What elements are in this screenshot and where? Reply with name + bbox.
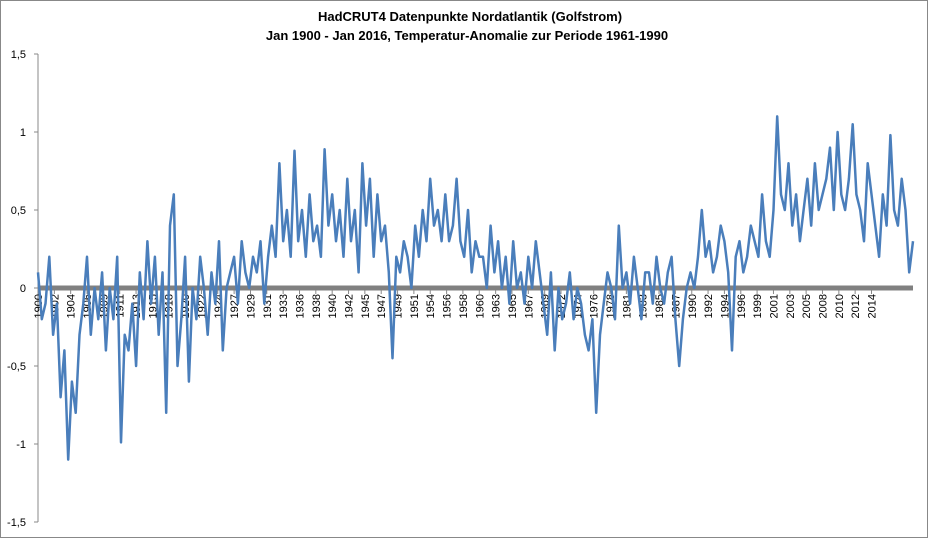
x-tick-label: 1987 bbox=[670, 294, 682, 318]
chart-subtitle: Jan 1900 - Jan 2016, Temperatur-Anomalie… bbox=[266, 28, 668, 43]
x-tick-label: 2001 bbox=[768, 294, 780, 318]
y-tick-label: 0 bbox=[20, 283, 26, 295]
x-tick-label: 1947 bbox=[376, 294, 388, 318]
y-tick-label: 1 bbox=[20, 127, 26, 139]
x-tick-label: 1938 bbox=[311, 294, 323, 318]
y-tick-label: -1,5 bbox=[7, 517, 26, 529]
x-tick-label: 1933 bbox=[278, 294, 290, 318]
x-tick-label: 2014 bbox=[867, 294, 879, 318]
x-tick-label: 1976 bbox=[589, 294, 601, 318]
x-tick-label: 1911 bbox=[115, 294, 127, 318]
y-tick-label: -1 bbox=[16, 439, 26, 451]
x-tick-label: 1906 bbox=[82, 294, 94, 318]
x-tick-label: 1956 bbox=[442, 294, 454, 318]
x-tick-label: 2012 bbox=[850, 294, 862, 318]
y-tick-label: -0,5 bbox=[7, 361, 26, 373]
x-tick-label: 2008 bbox=[817, 294, 829, 318]
x-tick-label: 2005 bbox=[801, 294, 813, 318]
x-tick-label: 1992 bbox=[703, 294, 715, 318]
x-tick-label: 1960 bbox=[474, 294, 486, 318]
x-tick-label: 1945 bbox=[360, 294, 372, 318]
data-line bbox=[36, 115, 915, 461]
x-tick-label: 1904 bbox=[66, 294, 78, 318]
x-tick-label: 1942 bbox=[344, 294, 356, 318]
x-tick-label: 1940 bbox=[327, 294, 339, 318]
chart-title: HadCRUT4 Datenpunkte Nordatlantik (Golfs… bbox=[318, 9, 622, 24]
y-tick-label: 0,5 bbox=[11, 205, 26, 217]
x-tick-label: 1967 bbox=[523, 294, 535, 318]
x-tick-label: 1954 bbox=[425, 294, 437, 318]
x-tick-label: 2003 bbox=[785, 294, 797, 318]
x-tick-label: 1963 bbox=[491, 294, 503, 318]
x-tick-label: 2010 bbox=[834, 294, 846, 318]
x-tick-label: 1918 bbox=[164, 294, 176, 318]
x-tick-label: 1936 bbox=[295, 294, 307, 318]
y-tick-label: 1,5 bbox=[11, 49, 26, 61]
x-tick-label: 1990 bbox=[687, 294, 699, 318]
x-tick-label: 1996 bbox=[736, 294, 748, 318]
x-tick-label: 1999 bbox=[752, 294, 764, 318]
x-tick-label: 1958 bbox=[458, 294, 470, 318]
x-tick-label: 1929 bbox=[245, 294, 257, 318]
x-tick-label: 1951 bbox=[409, 294, 421, 318]
